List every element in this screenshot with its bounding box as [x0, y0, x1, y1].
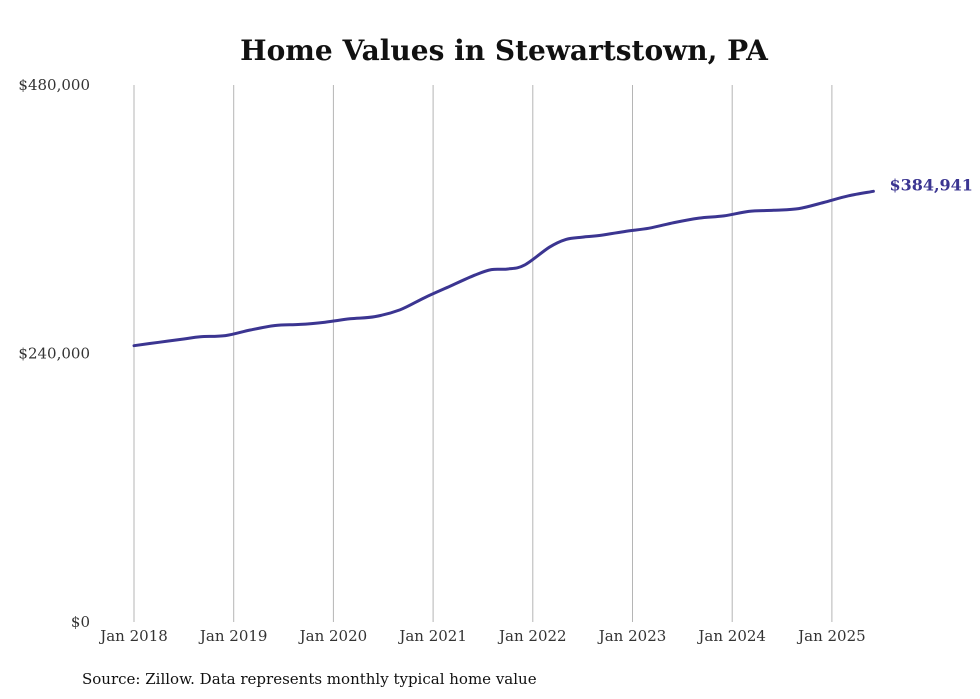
gridlines — [133, 85, 833, 622]
source-note: Source: Zillow. Data represents monthly … — [82, 670, 537, 688]
x-tick-label: Jan 2021 — [397, 627, 467, 645]
home-value-line — [132, 189, 875, 348]
x-tick-label: Jan 2019 — [198, 627, 268, 645]
y-tick-label: $240,000 — [18, 345, 90, 363]
x-tick-label: Jan 2022 — [497, 627, 567, 645]
chart-title: Home Values in Stewartstown, PA — [240, 34, 769, 67]
x-tick-label: Jan 2025 — [796, 627, 866, 645]
x-tick-label: Jan 2023 — [597, 627, 667, 645]
y-tick-label: $0 — [71, 613, 90, 631]
x-tick-label: Jan 2024 — [696, 627, 766, 645]
y-tick-label: $480,000 — [18, 76, 90, 94]
x-axis-ticks: Jan 2018 Jan 2019 Jan 2020 Jan 2021 Jan 2022… — [98, 627, 865, 645]
x-tick-label: Jan 2018 — [98, 627, 168, 645]
y-axis-ticks: $0 $240,000 $480,000 — [18, 76, 90, 631]
x-tick-label: Jan 2020 — [298, 627, 368, 645]
end-value-label: $384,941 — [889, 175, 973, 194]
